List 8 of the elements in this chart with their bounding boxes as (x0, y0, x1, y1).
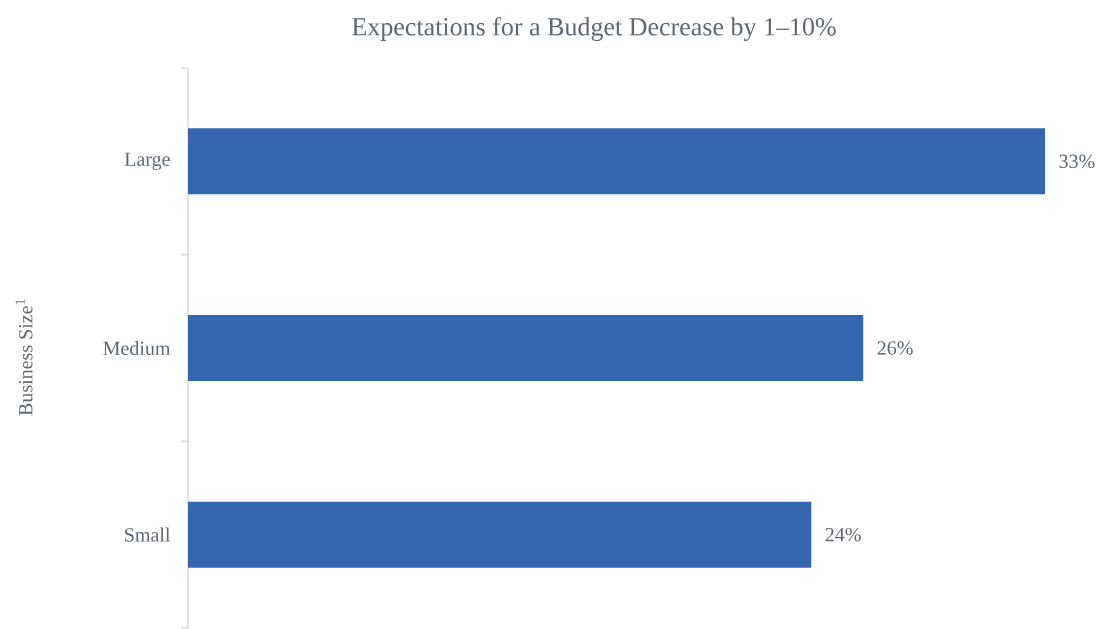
y-tick-label: Large (124, 152, 170, 171)
data-label: 24% (825, 527, 861, 542)
y-tick-label: Small (125, 527, 171, 542)
y-tick-label: Medium (103, 340, 171, 356)
data-label: 33% (1059, 154, 1095, 169)
data-label: 26% (877, 341, 913, 355)
y-axis-title: Business Size$^{1}$ (15, 299, 33, 416)
chart-title: Expectations for a Budget Decrease by 1–10% (352, 17, 836, 41)
